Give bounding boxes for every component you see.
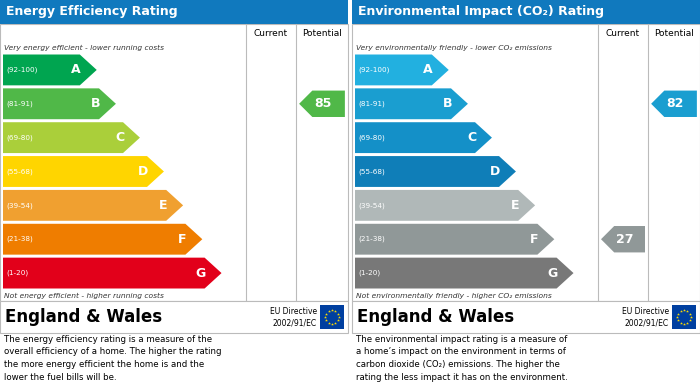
Text: B: B bbox=[442, 97, 452, 110]
Polygon shape bbox=[3, 122, 140, 153]
Text: EU Directive
2002/91/EC: EU Directive 2002/91/EC bbox=[270, 307, 317, 327]
Polygon shape bbox=[3, 258, 221, 289]
Bar bbox=[352, 301, 700, 333]
Text: (21-38): (21-38) bbox=[6, 236, 33, 242]
Text: England & Wales: England & Wales bbox=[5, 308, 162, 326]
Text: (81-91): (81-91) bbox=[358, 100, 385, 107]
Text: EU Directive
2002/91/EC: EU Directive 2002/91/EC bbox=[622, 307, 669, 327]
Text: (55-68): (55-68) bbox=[358, 168, 385, 175]
Text: 27: 27 bbox=[615, 233, 633, 246]
Text: F: F bbox=[530, 233, 538, 246]
Text: (69-80): (69-80) bbox=[358, 135, 385, 141]
Polygon shape bbox=[355, 190, 535, 221]
Polygon shape bbox=[3, 54, 97, 85]
Text: The energy efficiency rating is a measure of the
overall efficiency of a home. T: The energy efficiency rating is a measur… bbox=[4, 335, 221, 382]
Polygon shape bbox=[3, 156, 164, 187]
Polygon shape bbox=[355, 122, 492, 153]
Bar bbox=[320, 305, 344, 329]
Text: Environmental Impact (CO₂) Rating: Environmental Impact (CO₂) Rating bbox=[358, 5, 604, 18]
Text: (92-100): (92-100) bbox=[358, 67, 389, 73]
Bar bbox=[672, 305, 696, 329]
Text: D: D bbox=[490, 165, 500, 178]
Polygon shape bbox=[3, 88, 116, 119]
Text: C: C bbox=[115, 131, 124, 144]
Text: (55-68): (55-68) bbox=[6, 168, 33, 175]
Bar bbox=[0, 24, 348, 301]
Text: The environmental impact rating is a measure of
a home’s impact on the environme: The environmental impact rating is a mea… bbox=[356, 335, 568, 382]
Polygon shape bbox=[3, 190, 183, 221]
Polygon shape bbox=[355, 54, 449, 85]
Polygon shape bbox=[355, 156, 516, 187]
Text: E: E bbox=[511, 199, 519, 212]
Text: 82: 82 bbox=[666, 97, 684, 110]
Text: Very environmentally friendly - lower CO₂ emissions: Very environmentally friendly - lower CO… bbox=[356, 45, 552, 50]
Text: Current: Current bbox=[606, 29, 640, 38]
Text: Current: Current bbox=[254, 29, 288, 38]
Text: (21-38): (21-38) bbox=[358, 236, 385, 242]
Text: Potential: Potential bbox=[302, 29, 342, 38]
Text: G: G bbox=[547, 267, 558, 280]
Text: Energy Efficiency Rating: Energy Efficiency Rating bbox=[6, 5, 178, 18]
Text: B: B bbox=[90, 97, 100, 110]
Text: (39-54): (39-54) bbox=[6, 202, 33, 209]
Text: D: D bbox=[138, 165, 148, 178]
Text: C: C bbox=[467, 131, 476, 144]
Text: (1-20): (1-20) bbox=[358, 270, 380, 276]
Text: F: F bbox=[178, 233, 186, 246]
Text: Not environmentally friendly - higher CO₂ emissions: Not environmentally friendly - higher CO… bbox=[356, 292, 552, 299]
Text: Very energy efficient - lower running costs: Very energy efficient - lower running co… bbox=[4, 45, 164, 50]
Polygon shape bbox=[299, 91, 345, 117]
Bar bbox=[0, 0, 348, 24]
Polygon shape bbox=[355, 224, 554, 255]
Polygon shape bbox=[3, 224, 202, 255]
Text: (69-80): (69-80) bbox=[6, 135, 33, 141]
Polygon shape bbox=[355, 258, 573, 289]
Bar bbox=[352, 24, 700, 301]
Bar bbox=[0, 301, 348, 333]
Text: A: A bbox=[424, 63, 433, 76]
Text: (1-20): (1-20) bbox=[6, 270, 28, 276]
Text: England & Wales: England & Wales bbox=[357, 308, 514, 326]
Text: Not energy efficient - higher running costs: Not energy efficient - higher running co… bbox=[4, 292, 164, 299]
Text: E: E bbox=[159, 199, 167, 212]
Text: (81-91): (81-91) bbox=[6, 100, 33, 107]
Polygon shape bbox=[355, 88, 468, 119]
Text: (39-54): (39-54) bbox=[358, 202, 385, 209]
Polygon shape bbox=[651, 91, 697, 117]
Bar bbox=[352, 0, 700, 24]
Text: Potential: Potential bbox=[654, 29, 694, 38]
Text: 85: 85 bbox=[314, 97, 332, 110]
Text: G: G bbox=[195, 267, 206, 280]
Polygon shape bbox=[601, 226, 645, 253]
Text: A: A bbox=[71, 63, 80, 76]
Text: (92-100): (92-100) bbox=[6, 67, 37, 73]
